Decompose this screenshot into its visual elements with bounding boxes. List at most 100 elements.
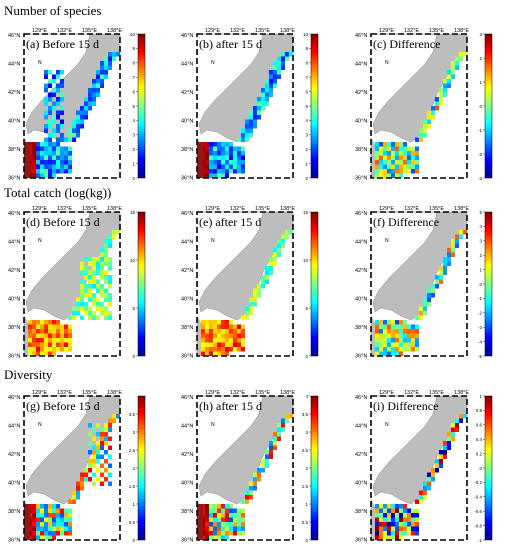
grid-cell <box>68 517 72 522</box>
grid-cell <box>383 351 387 356</box>
grid-cell <box>269 88 273 93</box>
lon-tick-label: 129°E <box>32 28 47 34</box>
grid-cell <box>249 302 253 307</box>
grid-cell <box>100 463 104 468</box>
grid-cell <box>72 311 76 316</box>
grid-cell <box>237 324 241 329</box>
grid-cell <box>84 110 88 115</box>
grid-cell <box>100 293 104 298</box>
colorbar <box>484 395 493 541</box>
grid-cell <box>399 508 403 513</box>
grid-cell <box>229 160 233 165</box>
grid-cell <box>395 535 399 540</box>
grid-cell <box>205 526 209 531</box>
grid-cell <box>383 508 387 513</box>
lat-tick-label: 44°N <box>355 240 367 246</box>
grid-cell <box>44 517 48 522</box>
grid-cell <box>435 459 439 464</box>
north-arrow-icon: N <box>211 422 215 428</box>
grid-cell <box>427 486 431 491</box>
grid-cell <box>40 329 44 334</box>
grid-cell <box>407 531 411 536</box>
grid-cell <box>201 329 205 334</box>
grid-cell <box>92 459 96 464</box>
grid-cell <box>72 124 76 129</box>
grid-cell <box>289 414 293 419</box>
grid-cell <box>60 155 64 160</box>
grid-cell <box>403 329 407 334</box>
grid-cell <box>407 517 411 522</box>
grid-cell <box>80 297 84 302</box>
grid-cell <box>403 508 407 513</box>
grid-cell <box>225 142 229 147</box>
grid-cell <box>72 315 76 320</box>
grid-cell <box>415 169 419 174</box>
grid-cell <box>201 338 205 343</box>
grid-cell <box>32 146 36 151</box>
grid-cell <box>419 315 423 320</box>
grid-cell <box>273 74 277 79</box>
grid-cell <box>76 119 80 124</box>
grid-cell <box>447 248 451 253</box>
grid-cell <box>403 142 407 147</box>
grid-cell <box>281 423 285 428</box>
grid-cell <box>395 513 399 518</box>
grid-cell <box>391 517 395 522</box>
grid-cell <box>285 230 289 235</box>
grid-cell <box>391 526 395 531</box>
colorbar-tick-label: -3 <box>478 176 482 181</box>
grid-cell <box>399 347 403 352</box>
grid-cell <box>435 279 439 284</box>
grid-cell <box>100 248 104 253</box>
grid-cell <box>439 92 443 97</box>
lat-tick-label: 38°N <box>181 325 193 331</box>
grid-cell <box>225 164 229 169</box>
grid-cell <box>257 97 261 102</box>
grid-cell <box>48 155 52 160</box>
grid-cell <box>44 151 48 156</box>
grid-cell <box>44 508 48 513</box>
grid-cell <box>44 531 48 536</box>
map-frame <box>23 211 121 357</box>
grid-cell <box>383 522 387 527</box>
grid-cell <box>269 270 273 275</box>
grid-cell <box>92 266 96 271</box>
grid-cell <box>415 508 419 513</box>
grid-cell <box>32 535 36 540</box>
grid-cell <box>108 481 112 486</box>
grid-cell <box>439 279 443 284</box>
grid-cell <box>40 338 44 343</box>
grid-cell <box>383 333 387 338</box>
grid-cell <box>225 342 229 347</box>
grid-cell <box>36 526 40 531</box>
grid-cell <box>76 490 80 495</box>
grid-cell <box>96 257 100 262</box>
grid-cell <box>277 243 281 248</box>
grid-cell <box>273 83 277 88</box>
grid-cell <box>104 239 108 244</box>
grid-cell <box>411 151 415 156</box>
grid-cell <box>104 315 108 320</box>
grid-cell <box>241 137 245 142</box>
grid-cell <box>261 468 265 473</box>
grid-cell <box>48 119 52 124</box>
grid-cell <box>88 88 92 93</box>
grid-cell <box>265 266 269 271</box>
colorbar-tick-label: 5 <box>305 104 308 109</box>
grid-cell <box>92 284 96 289</box>
grid-cell <box>80 261 84 266</box>
grid-cell <box>88 270 92 275</box>
lat-tick-label: 40°N <box>181 481 193 487</box>
grid-cell <box>36 522 40 527</box>
north-arrow-icon: N <box>38 422 42 428</box>
grid-cell <box>249 124 253 129</box>
lat-tick-label: 44°N <box>181 240 193 246</box>
grid-cell <box>217 508 221 513</box>
grid-cell <box>217 324 221 329</box>
grid-cell <box>379 347 383 352</box>
grid-cell <box>52 333 56 338</box>
grid-cell <box>253 293 257 298</box>
grid-cell <box>277 56 281 61</box>
grid-cell <box>48 329 52 334</box>
grid-cell <box>221 155 225 160</box>
